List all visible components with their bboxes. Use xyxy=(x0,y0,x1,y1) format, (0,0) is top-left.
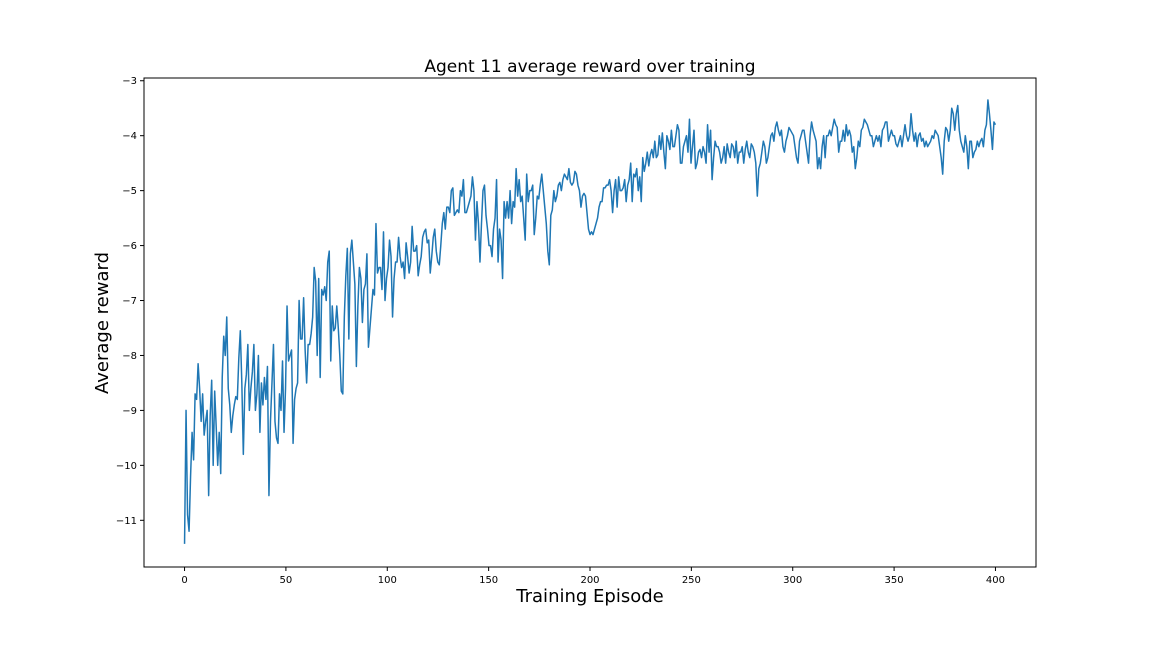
x-tick-label: 0 xyxy=(181,575,187,586)
y-tick-label: −4 xyxy=(122,131,137,142)
x-tick-label: 150 xyxy=(479,575,498,586)
x-axis-label: Training Episode xyxy=(515,586,663,607)
y-tick-label: −11 xyxy=(116,516,137,527)
x-tick-label: 100 xyxy=(378,575,397,586)
y-tick-label: −6 xyxy=(122,241,137,252)
y-tick-label: −10 xyxy=(116,461,137,472)
y-axis: −11 −10 −9 −8 −7 −6 −5 −4 −3 xyxy=(116,76,144,527)
y-tick-label: −9 xyxy=(122,406,137,417)
plot-area xyxy=(144,78,1036,567)
series-line-0 xyxy=(183,99,997,544)
y-tick-label: −7 xyxy=(122,296,137,307)
y-axis-label: Average reward xyxy=(92,252,113,394)
x-tick-label: 350 xyxy=(885,575,904,586)
x-tick-label: 50 xyxy=(280,575,293,586)
x-tick-label: 250 xyxy=(682,575,701,586)
y-tick-label: −5 xyxy=(122,186,137,197)
x-tick-label: 300 xyxy=(783,575,802,586)
chart-title: Agent 11 average reward over training xyxy=(424,57,755,77)
x-tick-label: 400 xyxy=(986,575,1005,586)
y-tick-label: −3 xyxy=(122,76,137,87)
x-tick-label: 200 xyxy=(580,575,599,586)
x-axis: 0 50 100 150 200 250 300 350 400 xyxy=(181,567,1005,586)
y-tick-label: −8 xyxy=(122,351,137,362)
series-group xyxy=(183,99,997,544)
